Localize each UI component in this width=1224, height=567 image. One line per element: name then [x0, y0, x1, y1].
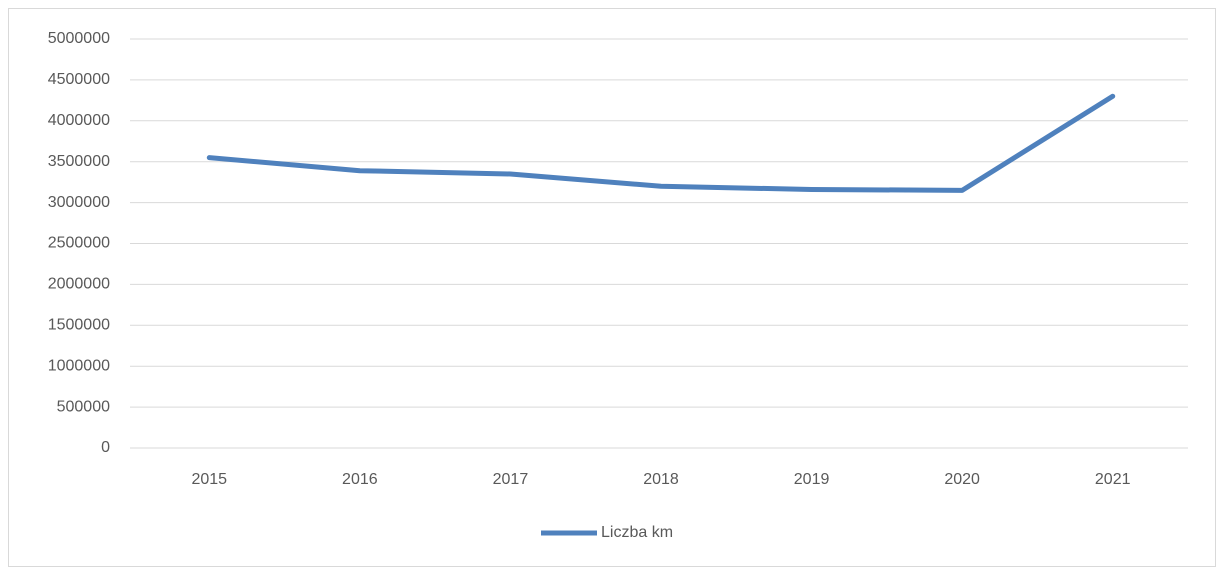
y-tick-label: 1500000 [48, 317, 110, 334]
line [206, 93, 1116, 193]
x-tick-label: 2020 [944, 471, 980, 488]
x-tick-label: 2021 [1095, 471, 1131, 488]
y-tick-label: 3500000 [48, 153, 110, 170]
x-tick-label: 2019 [794, 471, 830, 488]
y-tick-label: 0 [101, 439, 110, 456]
legend-label: Liczba km [601, 524, 673, 541]
y-tick-label: 1000000 [48, 357, 110, 374]
y-tick-label: 500000 [57, 398, 110, 415]
y-tick-label: 5000000 [48, 30, 110, 47]
chart-border [8, 8, 1216, 567]
y-tick-label: 4000000 [48, 112, 110, 129]
y-tick-label: 2000000 [48, 276, 110, 293]
x-tick-label: 2016 [342, 471, 378, 488]
x-tick-label: 2015 [191, 471, 227, 488]
y-tick-label: 3000000 [48, 194, 110, 211]
y-tick-label: 4500000 [48, 71, 110, 88]
x-tick-label: 2018 [643, 471, 679, 488]
x-tick-label: 2017 [493, 471, 529, 488]
y-tick-label: 2500000 [48, 235, 110, 252]
